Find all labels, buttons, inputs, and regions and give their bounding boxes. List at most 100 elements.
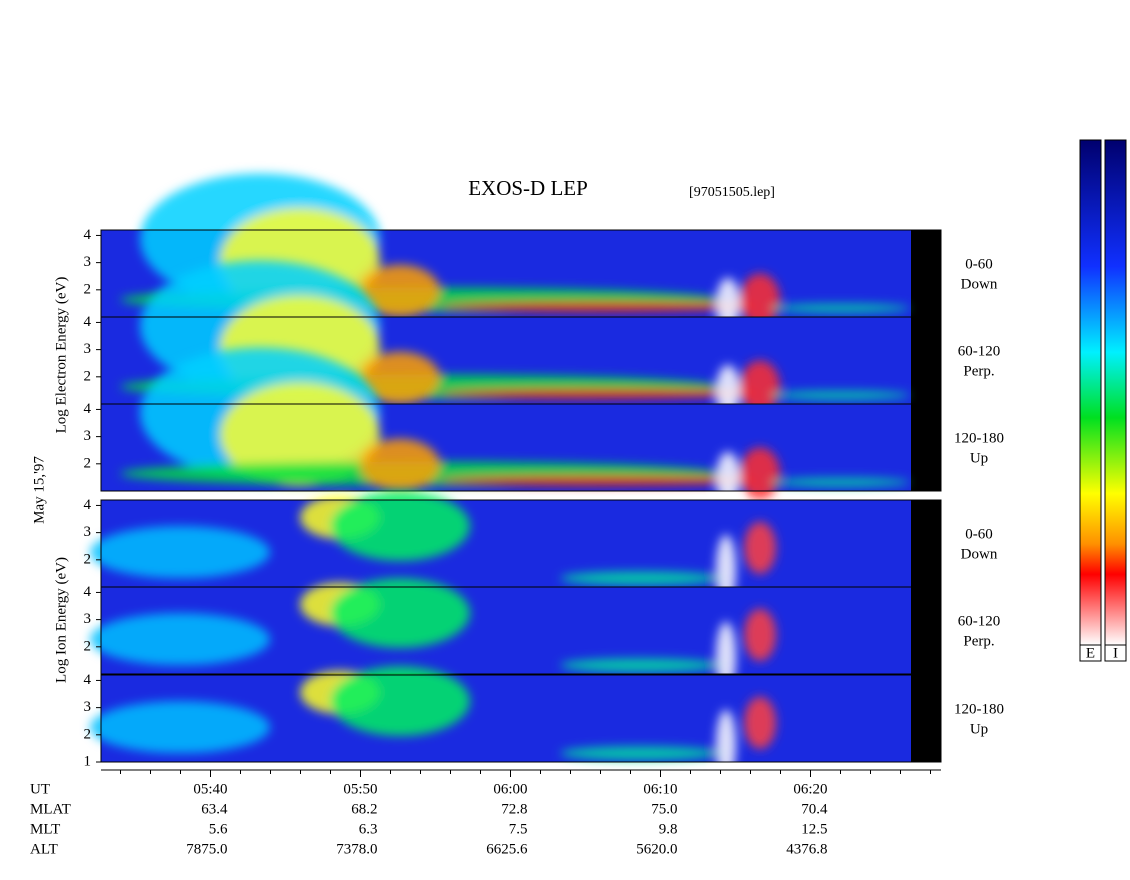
spectrum-blob (360, 264, 440, 317)
y-tick-label: 3 (84, 341, 92, 357)
panel-label: 0-60 (965, 526, 993, 542)
x-tick-label: 06:20 (793, 781, 827, 797)
spectrum-blob (90, 613, 270, 666)
ephemeris-value: 70.4 (801, 801, 828, 817)
date-label: May 15,'97 (31, 456, 47, 524)
y-tick-label: 4 (84, 584, 92, 600)
ephemeris-value: 12.5 (801, 821, 827, 837)
no-data (911, 675, 941, 762)
panel-label: Down (961, 546, 998, 562)
ephemeris-row-label: MLAT (30, 801, 71, 817)
panel-frame (100, 586, 942, 675)
panel-label: 60-120 (958, 343, 1001, 359)
spectrum-blob (440, 475, 760, 486)
panel-label: Up (970, 721, 988, 737)
y-tick-label: 2 (84, 726, 92, 742)
spectrum-blob (740, 360, 780, 413)
spectrum-blob (716, 709, 736, 780)
panel-label: Perp. (963, 363, 994, 379)
y-tick-label: 4 (84, 314, 92, 330)
y-tick-label: 4 (84, 497, 92, 513)
no-data (911, 500, 941, 587)
colorbar (1079, 139, 1102, 646)
ephemeris-value: 5.6 (209, 821, 228, 837)
panel-frame (100, 674, 942, 763)
colorbar-box (1079, 644, 1102, 662)
file-name: [97051505.lep] (689, 185, 775, 200)
x-tick-label: 05:50 (343, 781, 377, 797)
panel-frame (100, 403, 942, 492)
ephemeris-value: 5620.0 (636, 841, 677, 857)
spectrum-blob (330, 666, 470, 736)
spectrum-blob (440, 301, 760, 312)
ephemeris-value: 6.3 (359, 821, 378, 837)
colorbars: E I (1079, 139, 1127, 662)
y-tick-label: 1 (84, 753, 92, 769)
spectrum-blob (740, 447, 780, 500)
spectrum-blob (90, 701, 270, 754)
ephemeris-row-label: ALT (30, 841, 58, 857)
y-tick-label: 3 (84, 524, 92, 540)
ephemeris-row-label: MLT (30, 821, 60, 837)
ephemeris-value: 7378.0 (336, 841, 377, 857)
colorbar-label: E (1086, 645, 1095, 661)
ephemeris-value: 68.2 (351, 801, 377, 817)
colorbar (1104, 139, 1127, 646)
spectrum-blob (360, 438, 440, 491)
colorbar-box (1104, 644, 1127, 662)
colorbar-label: I (1113, 645, 1118, 661)
title: EXOS-D LEP (468, 176, 588, 200)
spectrum-texture (90, 666, 776, 780)
panel-label: Up (970, 450, 988, 466)
spectrum-blob (330, 578, 470, 648)
y-tick-label: 3 (84, 699, 92, 715)
ephemeris-value: 72.8 (501, 801, 527, 817)
y-tick-label: 3 (84, 428, 92, 444)
y-tick-label: 4 (84, 227, 92, 243)
ephemeris-value: 6625.6 (486, 841, 528, 857)
panel-label: 0-60 (965, 256, 993, 272)
x-tick-label: 06:00 (493, 781, 527, 797)
ephemeris-value: 7.5 (509, 821, 528, 837)
ephemeris-value: 4376.8 (786, 841, 827, 857)
no-data (911, 317, 941, 404)
group-label: Log Electron Energy (eV) (53, 277, 69, 434)
spectrum-blob (770, 477, 910, 487)
spectrum-blob (744, 696, 776, 749)
spectrum-blob (560, 571, 720, 586)
panels: 2 3 4 0-60 Down 2 3 4 60-120 Perp. 2 3 4 120-180 Up Log… (53, 173, 1004, 780)
y-tick-label: 2 (84, 368, 92, 384)
spectrum-blob (330, 491, 470, 561)
spectrum-blob (560, 746, 720, 761)
spectrum-texture (90, 578, 776, 692)
y-tick-label: 2 (84, 281, 92, 297)
no-data (911, 404, 941, 491)
ephemeris-value: 7875.0 (186, 841, 227, 857)
ephemeris-row-label: UT (30, 781, 50, 797)
spectrum-blob (744, 521, 776, 574)
y-tick-label: 4 (84, 401, 92, 417)
spectrum-texture (120, 347, 910, 505)
y-tick-label: 4 (84, 672, 92, 688)
spectrum-texture (90, 491, 776, 605)
ephemeris-value: 63.4 (201, 801, 228, 817)
spectrum-blob (560, 658, 720, 673)
y-tick-label: 3 (84, 611, 92, 627)
spectrum-blob (770, 390, 910, 400)
spectrum-blob (716, 451, 740, 505)
y-tick-label: 3 (84, 254, 92, 270)
panel-label: 120-180 (954, 701, 1004, 717)
spectrum-blob (440, 388, 760, 399)
panel-label: Down (961, 276, 998, 292)
x-tick-label: 05:40 (193, 781, 227, 797)
y-tick-label: 2 (84, 455, 92, 471)
no-data (911, 587, 941, 674)
x-tick-label: 06:10 (643, 781, 677, 797)
spectrum-blob (740, 273, 780, 326)
panel-label: 60-120 (958, 613, 1001, 629)
panel-label: Perp. (963, 633, 994, 649)
spectrum-blob (770, 303, 910, 313)
group-label: Log Ion Energy (eV) (53, 557, 69, 683)
spectrum-blob (220, 382, 380, 487)
